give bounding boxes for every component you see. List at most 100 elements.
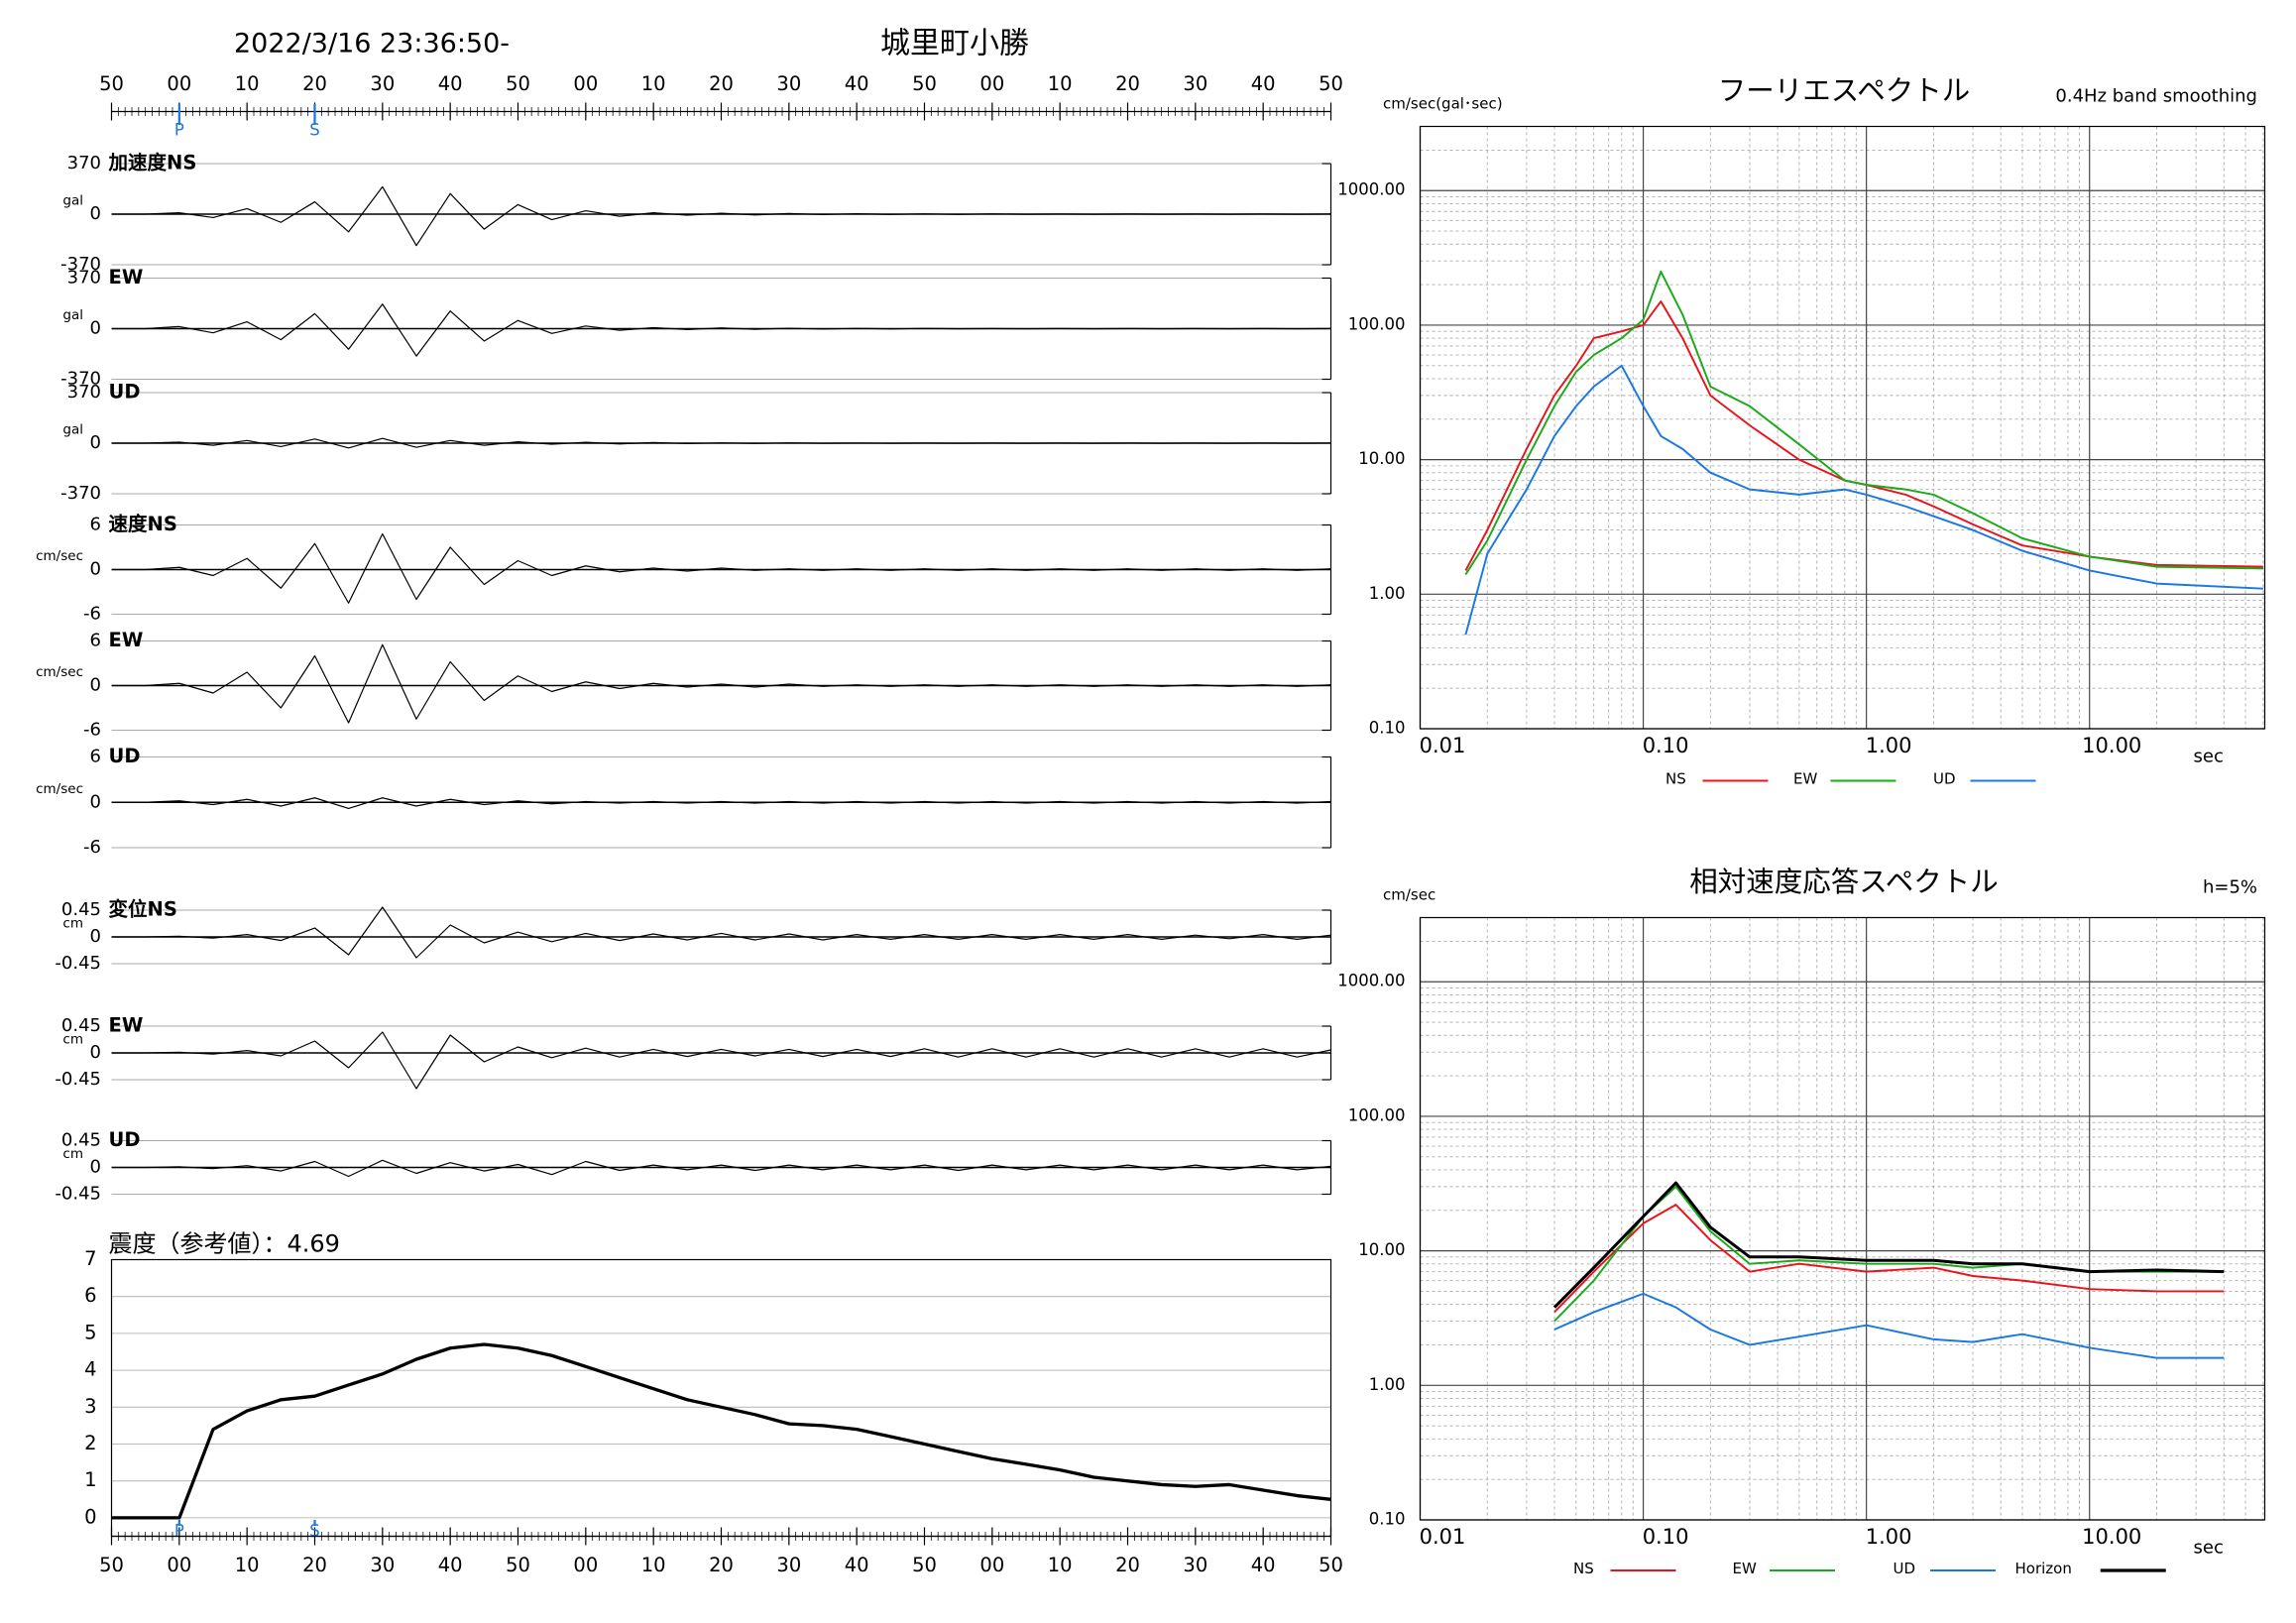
x-axis-label: sec [2194, 747, 2224, 767]
legend-label: NS [1573, 1560, 1594, 1577]
x-tick-label: 30 [776, 72, 801, 95]
y-tick-label: -0.45 [55, 953, 101, 974]
x-tick-label: 0.01 [1420, 734, 1466, 757]
y-tick-label: 0 [90, 203, 101, 224]
waveform [111, 185, 1331, 247]
unit-label: gal [62, 193, 83, 209]
x-tick-label: 30 [1183, 72, 1207, 95]
x-tick-label: 0.01 [1420, 1525, 1466, 1549]
y-tick-label: 0.10 [1369, 719, 1406, 738]
x-tick-label: 40 [845, 1554, 869, 1576]
plot-frame [110, 1258, 1332, 1538]
x-tick-label: 00 [573, 1554, 598, 1576]
x-tick-label: 20 [302, 1554, 327, 1576]
datetime: 2022/3/16 23:36:50- [234, 29, 510, 59]
spectrum-title: フーリエスペクトル [1718, 74, 1971, 107]
x-tick-label: 20 [709, 72, 734, 95]
y-tick-label: 0 [90, 1042, 101, 1063]
y-tick-label: 1.00 [1369, 1375, 1406, 1394]
y-tick-label: 0 [84, 1505, 96, 1528]
y-tick-label: 0 [90, 318, 101, 339]
y-tick-label: 0.45 [61, 899, 101, 920]
x-tick-label: 10 [235, 1554, 260, 1576]
component-label: 変位NS [109, 898, 177, 921]
component-label: 速度NS [109, 513, 177, 535]
y-tick-label: 2 [84, 1432, 96, 1454]
y-tick-label: -6 [83, 604, 101, 625]
unit-label: cm/sec [36, 548, 83, 564]
x-tick-label: 00 [167, 72, 191, 95]
x-tick-label: 40 [438, 1554, 463, 1576]
x-tick-label: 00 [979, 72, 1004, 95]
x-tick-label: 10 [1048, 1554, 1073, 1576]
x-tick-label: 00 [167, 1554, 191, 1576]
x-tick-label: 50 [506, 1554, 530, 1576]
x-tick-label: 50 [912, 1554, 937, 1576]
unit-label: cm [62, 1032, 83, 1048]
spectrum-line [1553, 1204, 2225, 1314]
spectrum-subtitle: h=5% [2203, 877, 2257, 898]
x-tick-label: 50 [99, 72, 124, 95]
x-tick-label: 50 [912, 72, 937, 95]
y-tick-label: 1000.00 [1337, 180, 1405, 199]
y-tick-label: 0.45 [61, 1130, 101, 1151]
component-label: 加速度NS [108, 152, 197, 174]
y-tick-label: -370 [60, 254, 101, 275]
x-tick-label: 0.10 [1643, 1525, 1689, 1549]
y-tick-label: -0.45 [55, 1184, 101, 1205]
y-tick-label: 1000.00 [1337, 972, 1405, 990]
phase-label: P [174, 121, 184, 140]
x-tick-label: 40 [845, 72, 869, 95]
x-tick-label: 0.10 [1643, 734, 1689, 757]
y-tick-label: 6 [90, 747, 101, 767]
y-tick-label: -0.45 [55, 1069, 101, 1090]
y-tick-label: 6 [90, 515, 101, 535]
y-tick-label: -6 [83, 837, 101, 858]
y-tick-label: 0 [90, 559, 101, 580]
component-label: UD [109, 745, 141, 767]
x-tick-label: 10 [1048, 72, 1073, 95]
legend-label: EW [1793, 770, 1817, 788]
y-axis-label: cm/sec(gal･sec) [1383, 95, 1503, 113]
x-tick-label: 20 [302, 72, 327, 95]
y-tick-label: 5 [84, 1321, 96, 1343]
x-tick-label: 40 [438, 72, 463, 95]
y-tick-label: -6 [83, 720, 101, 741]
waveform [111, 532, 1331, 604]
component-label: UD [109, 381, 141, 404]
phase-label: S [309, 121, 319, 140]
spectrum-subtitle: 0.4Hz band smoothing [2055, 86, 2257, 107]
y-tick-label: 0 [90, 791, 101, 812]
y-tick-label: 3 [84, 1395, 96, 1418]
spectrum-title: 相対速度応答スペクトル [1689, 866, 1999, 898]
x-tick-label: 50 [1319, 1554, 1343, 1576]
y-tick-label: 4 [84, 1358, 96, 1381]
x-tick-label: 50 [1319, 72, 1343, 95]
legend-label: NS [1665, 770, 1686, 788]
x-tick-label: 10.00 [2082, 734, 2141, 757]
y-tick-label: 10.00 [1358, 1240, 1405, 1259]
component-label: EW [109, 1014, 144, 1037]
unit-label: cm/sec [36, 664, 83, 680]
y-tick-label: 0.45 [61, 1015, 101, 1036]
x-tick-label: 20 [1115, 1554, 1140, 1576]
x-tick-label: 00 [573, 72, 598, 95]
x-tick-label: 00 [979, 1554, 1004, 1576]
x-tick-label: 10 [641, 72, 666, 95]
y-tick-label: -370 [60, 369, 101, 390]
x-tick-label: 30 [1183, 1554, 1207, 1576]
unit-label: gal [62, 422, 83, 438]
waveform [111, 906, 1331, 959]
y-tick-label: 0 [90, 926, 101, 947]
waveform [111, 797, 1331, 810]
x-axis-label: sec [2194, 1538, 2224, 1559]
y-tick-label: 370 [67, 153, 101, 174]
component-label: UD [109, 1128, 141, 1151]
intensity-line [111, 1342, 1331, 1520]
y-tick-label: 0 [90, 1157, 101, 1178]
y-tick-label: 7 [84, 1247, 96, 1270]
component-label: EW [109, 266, 144, 289]
y-axis-label: cm/sec [1383, 886, 1435, 904]
legend-label: Horizon [2015, 1560, 2072, 1577]
